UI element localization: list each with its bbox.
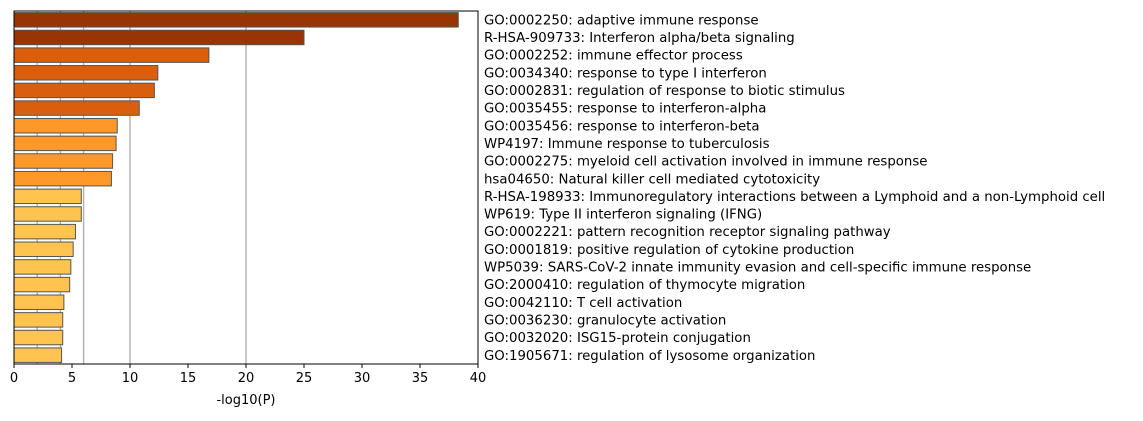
x-tick-label: 10 <box>122 371 139 386</box>
bar <box>13 82 155 99</box>
category-label: WP4197: Immune response to tuberculosis <box>484 137 770 152</box>
x-axis: 0 5 10 15 20 25 30 35 40 <box>10 364 486 386</box>
category-label: R-HSA-198933: Immunoregulatory interacti… <box>484 190 1105 205</box>
bar <box>13 29 305 46</box>
bar <box>13 312 64 328</box>
bar <box>13 47 210 63</box>
bar <box>13 12 459 28</box>
category-label: GO:0002250: adaptive immune response <box>484 13 759 28</box>
x-tick-label: 40 <box>470 371 487 386</box>
bar <box>13 276 71 293</box>
category-label: hsa04650: Natural killer cell mediated c… <box>484 172 820 187</box>
category-label: GO:0035456: response to interferon-beta <box>484 119 760 134</box>
category-label: GO:0002221: pattern recognition receptor… <box>484 225 891 240</box>
x-tick-label: 25 <box>296 371 313 386</box>
category-label: GO:0042110: T cell activation <box>484 296 682 311</box>
bar <box>13 347 63 363</box>
bar <box>13 170 112 187</box>
bar <box>13 241 74 258</box>
x-tick-label: 20 <box>238 371 255 386</box>
bar <box>13 65 159 81</box>
x-tick-label: 15 <box>180 371 197 386</box>
bar <box>13 206 82 222</box>
bar <box>13 135 117 152</box>
category-label: GO:0001819: positive regulation of cytok… <box>484 243 854 258</box>
x-tick-label: 0 <box>10 371 18 386</box>
x-axis-title: -log10(P) <box>216 393 275 408</box>
x-tick-label: 5 <box>68 371 76 386</box>
category-label: GO:0002831: regulation of response to bi… <box>484 84 845 99</box>
x-tick-label: 30 <box>354 371 371 386</box>
bar <box>13 153 114 169</box>
category-label: GO:0002252: immune effector process <box>484 49 743 64</box>
x-tick-label: 35 <box>412 371 429 386</box>
category-labels: GO:0002250: adaptive immune response R-HS… <box>484 13 1105 363</box>
category-label: GO:0034340: response to type I interfero… <box>484 66 767 81</box>
category-label: WP619: Type II interferon signaling (IFN… <box>484 208 762 223</box>
category-label: R-HSA-909733: Interferon alpha/beta sign… <box>484 31 795 46</box>
category-label: GO:2000410: regulation of thymocyte migr… <box>484 278 805 293</box>
category-label: WP5039: SARS-CoV-2 innate immunity evasi… <box>484 261 1031 276</box>
category-label: GO:1905671: regulation of lysosome organ… <box>484 349 815 364</box>
category-label: GO:0032020: ISG15-protein conjugation <box>484 331 751 346</box>
bar <box>13 117 118 134</box>
bar <box>13 329 64 346</box>
bar <box>13 294 65 310</box>
bar <box>13 223 76 240</box>
bars <box>13 12 459 363</box>
category-label: GO:0002275: myeloid cell activation invo… <box>484 155 927 170</box>
category-label: GO:0035455: response to interferon-alpha <box>484 102 766 117</box>
bar <box>13 259 72 275</box>
bar <box>13 100 140 116</box>
bar <box>13 188 82 205</box>
category-label: GO:0036230: granulocyte activation <box>484 313 726 328</box>
reference-lines <box>36 11 247 364</box>
